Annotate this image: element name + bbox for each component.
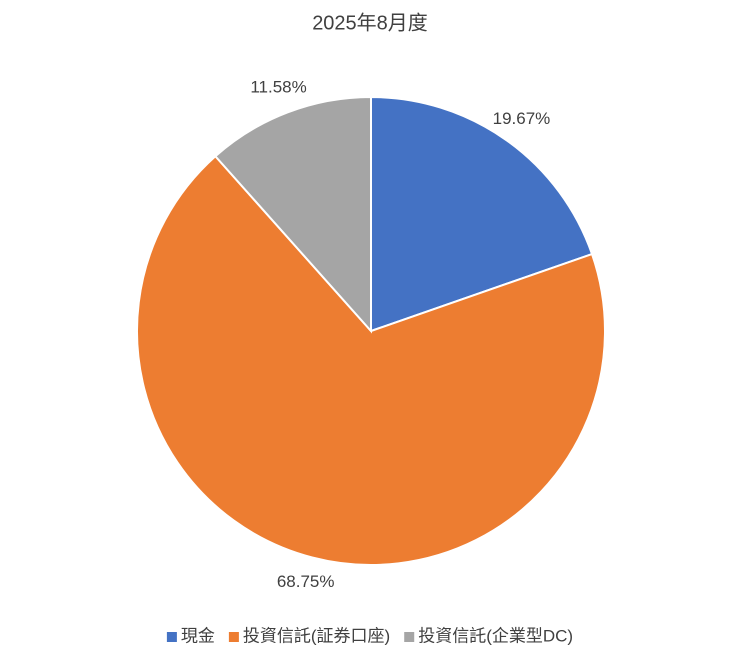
legend-swatch	[404, 632, 415, 642]
legend-label: 現金	[181, 626, 215, 645]
data-label: 68.75%	[277, 572, 335, 591]
pie-slice	[213, 95, 372, 334]
data-label: 11.58%	[250, 78, 306, 97]
data-label: 19.67%	[493, 109, 551, 128]
legend-swatch	[228, 632, 239, 642]
legend-label: 投資信託(証券口座)	[243, 626, 390, 645]
legend-label: 投資信託(企業型DC)	[418, 626, 573, 645]
pie-slice	[136, 154, 606, 566]
legend-swatch	[166, 632, 177, 642]
chart-title: 2025年8月度	[312, 11, 428, 34]
